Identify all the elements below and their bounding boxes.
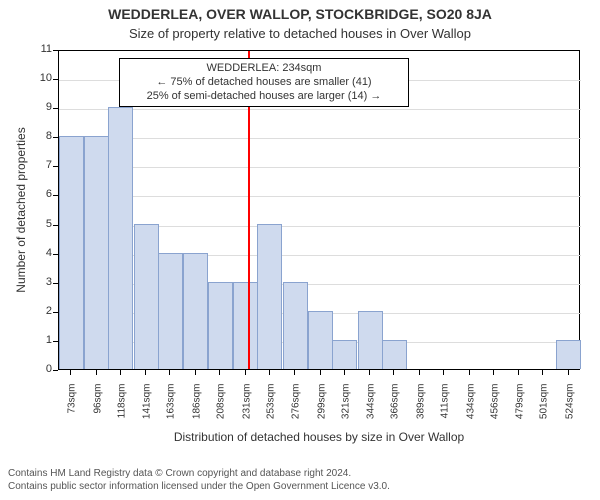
x-tick-label: 389sqm: [415, 384, 426, 434]
bar: [59, 136, 84, 369]
x-tick-label: 299sqm: [316, 384, 327, 434]
bar: [556, 340, 581, 369]
y-tick-mark: [53, 225, 58, 226]
y-tick-label: 4: [24, 247, 52, 259]
y-tick-label: 9: [24, 101, 52, 113]
x-tick-label: 321sqm: [340, 384, 351, 434]
x-tick-label: 479sqm: [515, 384, 526, 434]
x-tick-label: 434sqm: [465, 384, 476, 434]
x-tick-mark: [269, 370, 270, 375]
y-tick-label: 5: [24, 218, 52, 230]
x-tick-mark: [542, 370, 543, 375]
x-tick-mark: [195, 370, 196, 375]
x-tick-label: 118sqm: [116, 384, 127, 434]
x-tick-label: 163sqm: [166, 384, 177, 434]
x-tick-mark: [344, 370, 345, 375]
x-tick-label: 524sqm: [564, 384, 575, 434]
bar: [257, 224, 282, 369]
y-axis-label: Number of detached properties: [14, 50, 28, 370]
bar: [208, 282, 233, 369]
x-tick-label: 208sqm: [216, 384, 227, 434]
y-tick-mark: [53, 79, 58, 80]
annotation-line: WEDDERLEA: 234sqm: [126, 62, 402, 76]
y-tick-mark: [53, 137, 58, 138]
grid-line: [59, 167, 581, 168]
chart-title-sub: Size of property relative to detached ho…: [0, 26, 600, 41]
x-tick-mark: [419, 370, 420, 375]
x-tick-mark: [120, 370, 121, 375]
x-tick-label: 366sqm: [390, 384, 401, 434]
footer-attribution: Contains HM Land Registry data © Crown c…: [8, 468, 390, 493]
bar: [233, 282, 258, 369]
grid-line: [59, 196, 581, 197]
x-tick-label: 253sqm: [265, 384, 276, 434]
y-tick-mark: [53, 283, 58, 284]
y-tick-mark: [53, 254, 58, 255]
grid-line: [59, 109, 581, 110]
bar: [134, 224, 159, 369]
x-tick-mark: [443, 370, 444, 375]
annotation-line: ← 75% of detached houses are smaller (41…: [126, 76, 402, 90]
annotation-line: 25% of semi-detached houses are larger (…: [126, 90, 402, 104]
bar: [332, 340, 357, 369]
x-tick-label: 96sqm: [92, 384, 103, 434]
x-tick-mark: [96, 370, 97, 375]
plot-area: WEDDERLEA: 234sqm← 75% of detached house…: [58, 50, 580, 370]
y-tick-label: 3: [24, 276, 52, 288]
chart-title-main: WEDDERLEA, OVER WALLOP, STOCKBRIDGE, SO2…: [0, 6, 600, 22]
footer-line-1: Contains HM Land Registry data © Crown c…: [8, 468, 390, 481]
x-tick-label: 411sqm: [440, 384, 451, 434]
y-tick-label: 1: [24, 334, 52, 346]
x-tick-mark: [518, 370, 519, 375]
x-tick-mark: [294, 370, 295, 375]
x-tick-mark: [320, 370, 321, 375]
x-tick-label: 73sqm: [67, 384, 78, 434]
x-tick-mark: [469, 370, 470, 375]
y-tick-label: 11: [24, 43, 52, 55]
x-tick-mark: [393, 370, 394, 375]
bar: [108, 107, 133, 369]
bar: [308, 311, 333, 369]
y-tick-mark: [53, 50, 58, 51]
y-tick-mark: [53, 166, 58, 167]
x-tick-mark: [568, 370, 569, 375]
bar: [283, 282, 308, 369]
x-tick-label: 456sqm: [489, 384, 500, 434]
x-tick-mark: [219, 370, 220, 375]
x-tick-label: 141sqm: [142, 384, 153, 434]
bar: [158, 253, 183, 369]
x-tick-mark: [369, 370, 370, 375]
y-tick-mark: [53, 312, 58, 313]
x-tick-label: 276sqm: [291, 384, 302, 434]
bar: [358, 311, 383, 369]
y-tick-mark: [53, 108, 58, 109]
x-tick-label: 186sqm: [191, 384, 202, 434]
footer-line-2: Contains public sector information licen…: [8, 481, 390, 494]
x-tick-mark: [169, 370, 170, 375]
x-tick-mark: [145, 370, 146, 375]
bar: [84, 136, 109, 369]
x-tick-label: 344sqm: [366, 384, 377, 434]
x-tick-mark: [70, 370, 71, 375]
x-tick-label: 231sqm: [241, 384, 252, 434]
grid-line: [59, 138, 581, 139]
x-tick-mark: [493, 370, 494, 375]
y-tick-label: 7: [24, 159, 52, 171]
y-tick-label: 10: [24, 72, 52, 84]
y-tick-mark: [53, 341, 58, 342]
annotation-box: WEDDERLEA: 234sqm← 75% of detached house…: [119, 58, 409, 107]
x-tick-mark: [245, 370, 246, 375]
x-tick-label: 501sqm: [539, 384, 550, 434]
y-tick-label: 6: [24, 188, 52, 200]
y-tick-label: 2: [24, 305, 52, 317]
y-tick-mark: [53, 195, 58, 196]
y-tick-label: 8: [24, 130, 52, 142]
y-tick-label: 0: [24, 363, 52, 375]
bar: [183, 253, 208, 369]
y-tick-mark: [53, 370, 58, 371]
bar: [382, 340, 407, 369]
